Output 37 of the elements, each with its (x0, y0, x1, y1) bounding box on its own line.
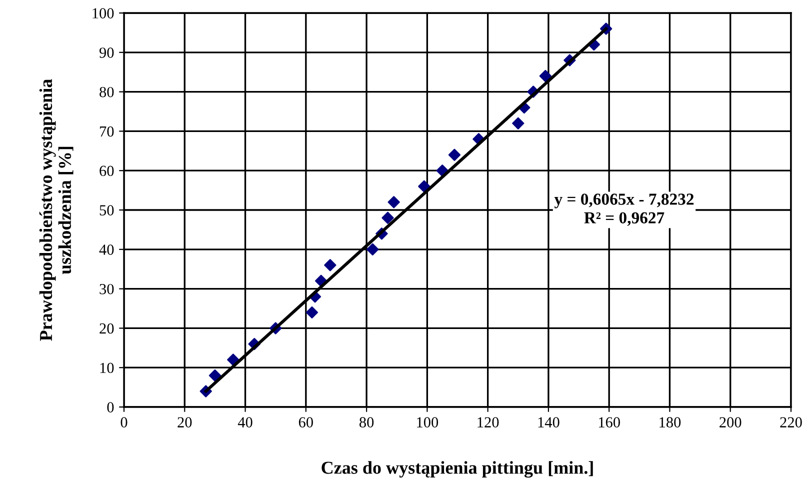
point (418, 180, 430, 192)
x-tick-label: 200 (720, 417, 742, 428)
x-tick-label: 80 (359, 417, 374, 428)
x-tick-label: 20 (178, 417, 192, 428)
y-tick-label: 20 (100, 323, 114, 334)
point (324, 259, 336, 272)
x-tick-label: 160 (598, 417, 620, 428)
y-tick-label: 60 (100, 166, 114, 176)
x-tick-label: 100 (417, 417, 438, 428)
y-tick-label: 90 (99, 48, 114, 58)
x-tick-label: 120 (478, 417, 499, 428)
x-axis-title: Czas do wystąpienia pittingu [min.] (322, 461, 593, 478)
annotation: y = 0,6065x - 7,8232 R² = 0,9627 (554, 194, 694, 226)
point (227, 354, 240, 366)
x-tick-label: 60 (298, 417, 313, 428)
y-tick-label: 80 (100, 86, 114, 98)
point (382, 212, 394, 224)
y-axis-title: Prawdopodobieństwo wystąpienia uszkodzenia [%] (39, 79, 74, 341)
y-tick-label: 100 (92, 8, 114, 18)
point (448, 148, 461, 161)
point (208, 369, 222, 382)
x-tick-label: 180 (660, 417, 681, 428)
point (512, 117, 524, 130)
y-tick-label: 0 (107, 402, 114, 412)
y-tick-label: 40 (99, 244, 114, 255)
x-tick-label: 0 (120, 417, 128, 428)
y-tick-label: 30 (100, 284, 114, 294)
x-tick-label: 140 (538, 417, 560, 428)
point (539, 70, 552, 82)
x-tick-label: 220 (780, 417, 802, 428)
x-tick-label: 40 (238, 417, 252, 428)
point (388, 196, 400, 208)
y-tick-label: 70 (100, 126, 114, 137)
point (366, 243, 379, 256)
point (306, 306, 318, 319)
y-tick-label: 10 (100, 362, 114, 374)
y-tick-label: 50 (100, 205, 114, 216)
